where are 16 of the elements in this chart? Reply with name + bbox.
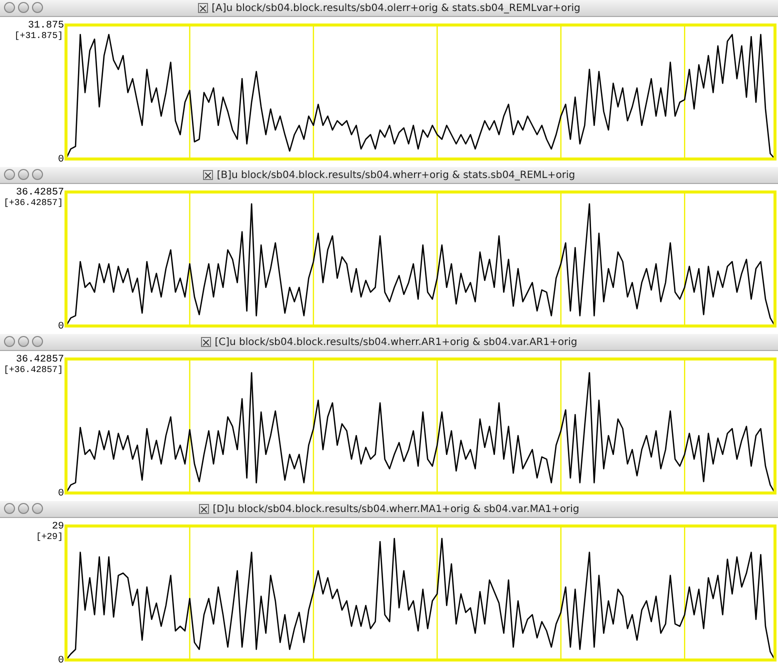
text: [+36.42857] bbox=[4, 364, 63, 375]
text: [+29] bbox=[36, 532, 63, 542]
y-tick-label: 29 bbox=[52, 522, 64, 533]
y-tick-label: 0 bbox=[58, 656, 64, 667]
chart-title: [A]u block/sb04.block.results/sb04.olerr+orig & stats.sb04_REMLvar+orig bbox=[212, 2, 580, 14]
chart-title: [C]u block/sb04.block.results/sb04.wherr.AR1+orig & sb04.var.AR1+orig bbox=[214, 336, 578, 348]
y-tick-label: 31.875 bbox=[28, 20, 64, 32]
y-tick-label: 0 bbox=[58, 322, 64, 333]
text: [+31.875] bbox=[14, 30, 63, 41]
y-tick-label: 0 bbox=[58, 154, 64, 166]
y-tick-label: 0 bbox=[58, 488, 64, 500]
y-tick-label: 36.42857 bbox=[16, 354, 64, 366]
y-tick-label: 36.42857 bbox=[16, 188, 64, 199]
chart-title: [B]u block/sb04.block.results/sb04.wherr+orig & stats.sb04_REML+orig bbox=[216, 170, 576, 180]
chart-title: [D]u block/sb04.block.results/sb04.wherr.MA1+orig & sb04.var.MA1+orig bbox=[212, 504, 580, 514]
text: [+36.42857] bbox=[4, 198, 63, 208]
